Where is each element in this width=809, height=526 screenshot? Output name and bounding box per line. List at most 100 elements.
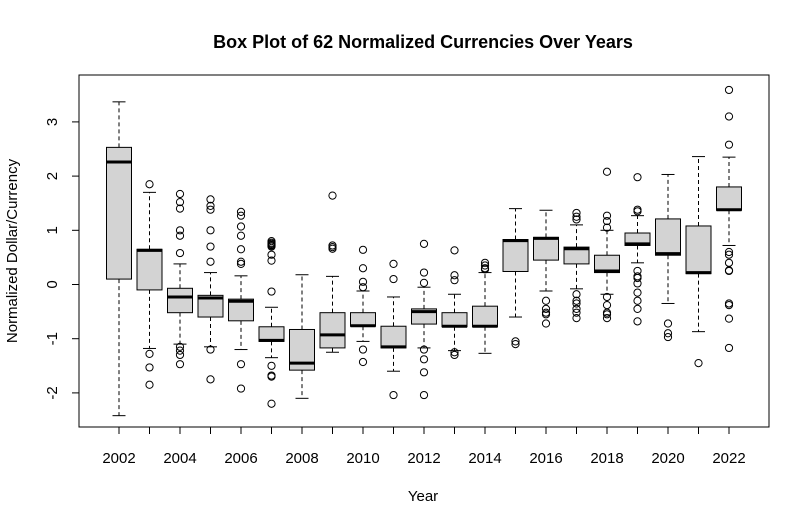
outlier-point — [419, 345, 429, 354]
outlier-point — [389, 259, 398, 269]
outlier-point — [724, 314, 734, 323]
y-tick-label: 2 — [44, 172, 61, 180]
outlier-point — [358, 283, 368, 292]
box-iqr — [136, 248, 163, 291]
outlier-point — [267, 256, 276, 265]
outlier-point — [175, 189, 185, 199]
outlier-point — [328, 191, 337, 200]
outlier-point — [419, 278, 429, 287]
x-tick-label: 2016 — [529, 450, 562, 467]
outlier-point — [541, 296, 551, 305]
outlier-point — [328, 244, 337, 253]
outlier-point — [602, 292, 612, 302]
outlier-point — [602, 223, 612, 232]
outlier-point — [572, 304, 581, 313]
outlier-point — [663, 332, 673, 342]
box-iqr — [106, 146, 132, 280]
outlier-point — [236, 222, 246, 231]
box-iqr — [167, 287, 193, 314]
outlier-point — [633, 273, 642, 283]
outlier-point — [267, 250, 276, 259]
outlier-point — [724, 112, 734, 121]
outlier-point — [572, 308, 581, 317]
outlier-point — [175, 198, 185, 207]
box-iqr — [472, 305, 498, 328]
outlier-point — [633, 173, 642, 182]
outlier-point — [419, 239, 429, 248]
outlier-point — [419, 390, 429, 400]
outlier-point — [724, 300, 734, 310]
outlier-point — [541, 310, 551, 319]
box-series — [106, 85, 742, 417]
chart-title: Box Plot of 62 Normalized Currencies Ove… — [213, 32, 633, 52]
box-iqr — [716, 186, 742, 211]
box-2015 — [502, 208, 529, 349]
outlier-point — [358, 357, 368, 367]
outlier-point — [206, 257, 215, 266]
outlier-point — [633, 272, 642, 281]
outlier-point — [419, 368, 429, 377]
outlier-point — [602, 310, 612, 319]
outlier-point — [419, 355, 429, 364]
outlier-point — [358, 264, 368, 273]
outlier-point — [267, 242, 276, 251]
box-2018 — [594, 167, 620, 323]
outlier-point — [206, 195, 215, 204]
outlier-point — [633, 205, 642, 214]
box-2019 — [624, 173, 651, 326]
outlier-point — [724, 250, 734, 259]
outlier-point — [267, 372, 276, 381]
outlier-point — [267, 361, 276, 370]
box-2022 — [716, 85, 742, 353]
outlier-point — [145, 380, 154, 389]
outlier-point — [572, 299, 581, 308]
y-tick-label: 3 — [44, 118, 61, 126]
x-tick-label: 2018 — [590, 450, 623, 467]
y-axis-label: Normalized Dollar/Currency — [4, 158, 21, 343]
outlier-point — [145, 349, 154, 358]
outlier-point — [175, 248, 185, 258]
outlier-point — [450, 348, 459, 357]
outlier-point — [358, 345, 368, 354]
x-tick-label: 2002 — [102, 450, 135, 467]
outlier-point — [145, 180, 154, 189]
outlier-point — [480, 261, 490, 270]
outlier-point — [602, 216, 612, 226]
outlier-point — [236, 360, 246, 369]
outlier-point — [602, 300, 612, 310]
box-iqr — [197, 294, 224, 318]
outlier-point — [236, 211, 246, 220]
outlier-point — [724, 299, 734, 308]
box-iqr — [594, 254, 620, 274]
outlier-point — [663, 329, 673, 338]
outlier-point — [633, 317, 642, 326]
outlier-point — [236, 259, 246, 269]
outlier-point — [175, 360, 185, 369]
box-2003 — [136, 180, 163, 389]
outlier-point — [450, 350, 459, 360]
y-tick-label: 0 — [44, 280, 61, 288]
outlier-point — [724, 266, 734, 276]
outlier-point — [724, 140, 734, 149]
outlier-point — [694, 358, 703, 368]
y-tick-label: -1 — [44, 332, 61, 345]
outlier-point — [572, 296, 581, 305]
box-2020 — [655, 173, 681, 342]
outlier-point — [450, 246, 459, 255]
box-2011 — [380, 259, 407, 400]
outlier-point — [450, 276, 459, 285]
y-tick-label: 1 — [44, 226, 61, 234]
outlier-point — [724, 343, 734, 353]
outlier-point — [450, 271, 459, 280]
box-iqr — [655, 218, 681, 256]
box-2002 — [106, 101, 132, 417]
outlier-point — [511, 337, 520, 346]
outlier-point — [236, 257, 246, 266]
outlier-point — [389, 274, 398, 284]
outlier-point — [541, 304, 551, 313]
box-2008 — [289, 274, 315, 399]
outlier-point — [206, 345, 215, 354]
outlier-point — [633, 304, 642, 313]
outlier-point — [480, 265, 490, 274]
